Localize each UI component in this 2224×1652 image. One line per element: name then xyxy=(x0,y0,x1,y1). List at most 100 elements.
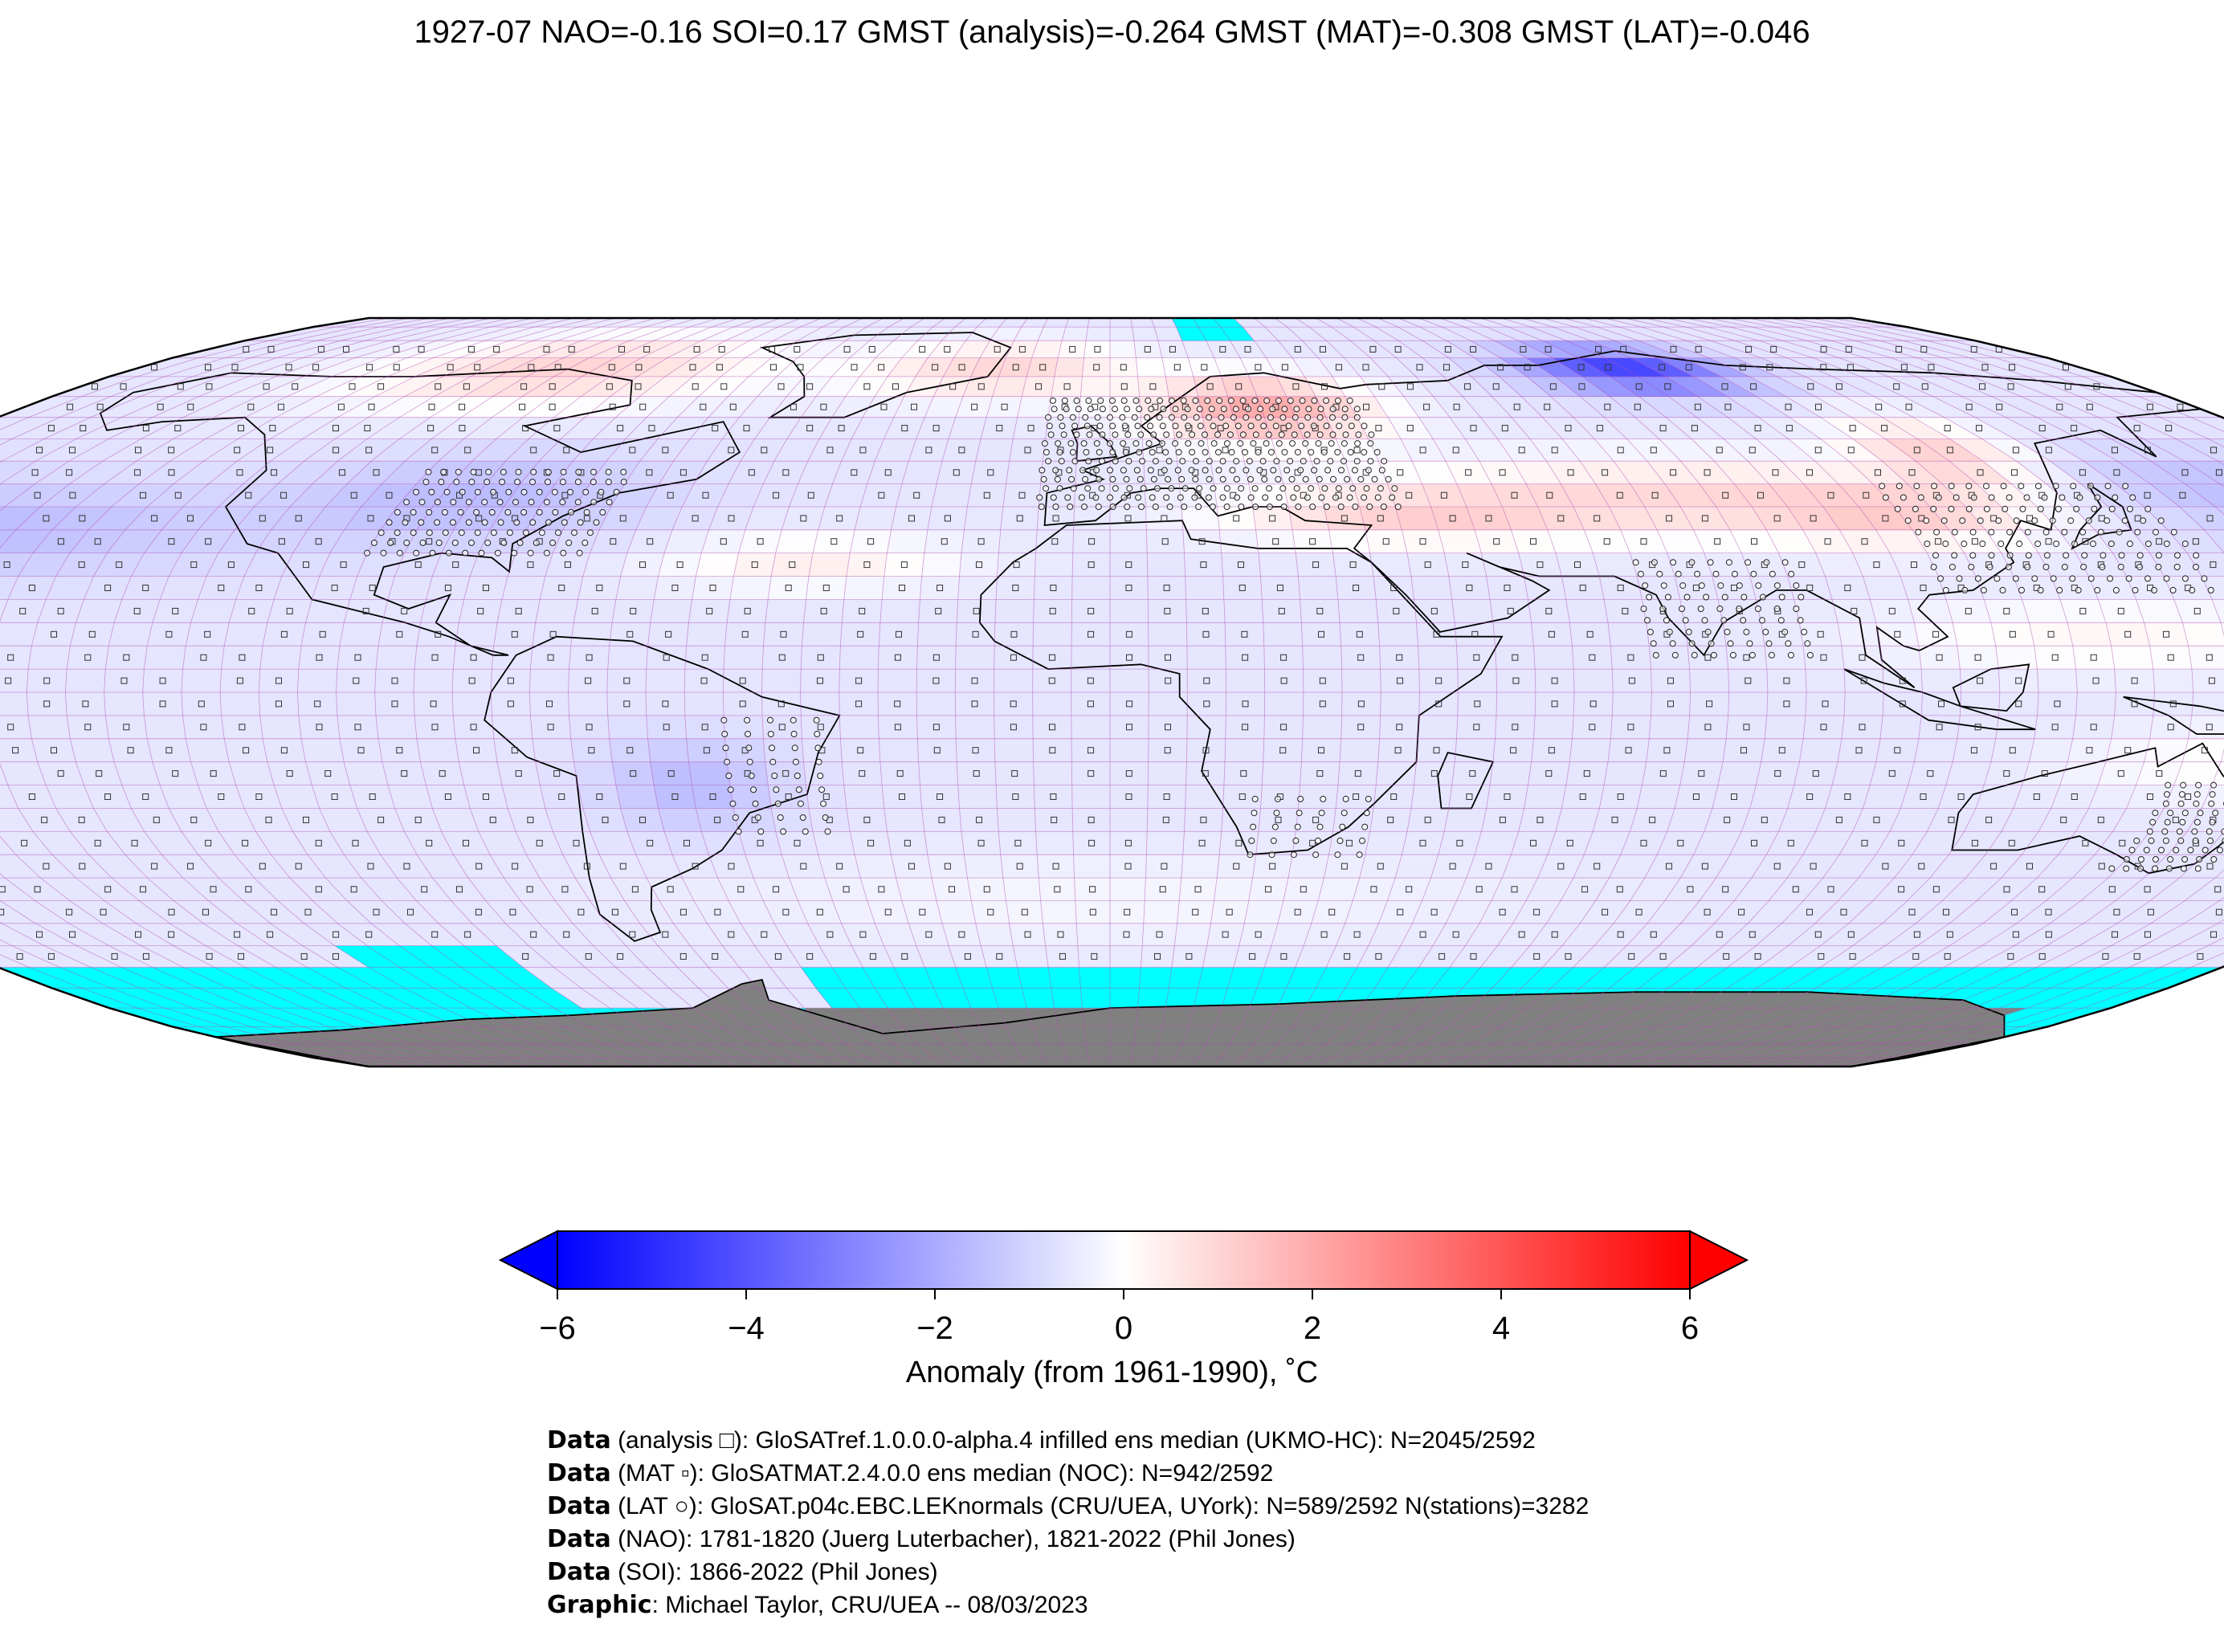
grid-cell xyxy=(31,738,76,762)
station-marker xyxy=(1210,422,1217,430)
grid-cell xyxy=(1443,808,1487,832)
station-marker xyxy=(450,519,456,526)
station-marker xyxy=(1270,837,1277,844)
grid-cell xyxy=(1572,645,1613,670)
station-marker xyxy=(442,529,449,536)
station-marker xyxy=(1172,422,1179,430)
grid-cell xyxy=(941,438,981,462)
grid-cell xyxy=(1339,738,1380,762)
station-marker xyxy=(1342,795,1349,802)
station-marker xyxy=(2178,791,2185,798)
station-marker xyxy=(552,508,559,516)
grid-cell xyxy=(1130,318,1155,328)
station-marker xyxy=(1983,483,1989,490)
grid-cell xyxy=(692,576,734,600)
station-marker xyxy=(1122,449,1129,456)
grid-cell xyxy=(1565,761,1609,785)
station-marker xyxy=(1760,593,1766,601)
station-marker xyxy=(1361,449,1368,456)
grid-cell xyxy=(1012,945,1049,968)
station-marker xyxy=(1075,406,1082,413)
station-marker xyxy=(2132,586,2139,593)
grid-cell xyxy=(190,761,237,785)
grid-cell xyxy=(573,761,617,785)
station-marker xyxy=(1341,406,1349,413)
station-marker xyxy=(1933,528,1940,536)
grid-cell xyxy=(1073,854,1111,879)
grid-cell xyxy=(1990,738,2035,762)
station-marker xyxy=(2133,837,2140,844)
grid-cell xyxy=(916,691,956,716)
grid-cell xyxy=(1341,691,1381,716)
grid-cell xyxy=(1983,761,2030,785)
grid-cell xyxy=(765,761,806,785)
grid-cell xyxy=(1674,785,1719,809)
station-marker xyxy=(1109,449,1116,456)
grid-cell xyxy=(426,785,471,809)
station-marker xyxy=(484,479,491,486)
station-marker xyxy=(1287,458,1294,465)
grid-cell xyxy=(1283,483,1324,508)
station-marker xyxy=(1685,628,1692,635)
grid-cell xyxy=(1918,645,1961,670)
grid-cell xyxy=(1109,553,1149,577)
grid-cell xyxy=(1531,738,1573,762)
grid-cell xyxy=(1214,877,1253,901)
grid-cell xyxy=(620,553,665,577)
grid-cell xyxy=(31,622,76,647)
grid-cell xyxy=(1802,715,1845,740)
station-marker xyxy=(1778,593,1785,601)
station-marker xyxy=(410,529,417,536)
station-marker xyxy=(1063,406,1070,413)
grid-cell xyxy=(1224,738,1265,762)
grid-cell xyxy=(995,785,1035,809)
station-marker xyxy=(1177,494,1184,501)
station-marker xyxy=(2181,810,2189,817)
grid-cell xyxy=(967,483,1006,508)
grid-cell xyxy=(569,645,610,670)
grid-cell xyxy=(1295,553,1336,577)
station-marker xyxy=(2196,856,2203,863)
station-marker xyxy=(2042,564,2050,570)
station-marker xyxy=(1361,823,1369,830)
grid-cell xyxy=(726,761,769,785)
station-marker xyxy=(1158,440,1165,447)
station-marker xyxy=(1252,504,1259,510)
station-marker xyxy=(474,488,481,496)
grid-cell xyxy=(66,645,109,670)
grid-cell xyxy=(775,831,819,855)
station-marker xyxy=(2024,564,2031,570)
station-marker xyxy=(1046,422,1053,430)
grid-cell xyxy=(414,645,456,670)
station-marker xyxy=(1682,617,1689,624)
grid-cell xyxy=(1410,576,1453,600)
station-marker xyxy=(1336,837,1344,844)
grid-cell xyxy=(539,576,584,600)
grid-cell xyxy=(104,645,148,670)
grid-cell xyxy=(843,576,885,600)
station-marker xyxy=(1736,582,1743,589)
station-marker xyxy=(1642,582,1649,589)
grid-cell xyxy=(297,668,338,693)
station-marker xyxy=(1109,504,1116,510)
credit-line-label: Graphic xyxy=(547,1591,652,1619)
station-marker xyxy=(413,549,420,557)
station-marker xyxy=(2118,552,2125,559)
station-marker xyxy=(1252,431,1259,438)
station-marker xyxy=(536,488,543,496)
grid-cell xyxy=(267,599,312,623)
grid-cell xyxy=(738,831,782,855)
station-marker xyxy=(2173,846,2180,854)
station-marker xyxy=(1238,504,1245,510)
grid-cell xyxy=(1573,691,1614,716)
station-marker xyxy=(1112,485,1119,492)
station-marker xyxy=(1912,505,1919,512)
station-marker xyxy=(799,814,806,821)
grid-cell xyxy=(501,576,546,600)
station-marker xyxy=(2075,586,2082,593)
grid-cell xyxy=(1109,715,1149,740)
grid-cell xyxy=(2191,691,2224,716)
station-marker xyxy=(1067,440,1075,447)
grid-cell xyxy=(1109,854,1147,879)
grid-cell xyxy=(1109,326,1135,341)
